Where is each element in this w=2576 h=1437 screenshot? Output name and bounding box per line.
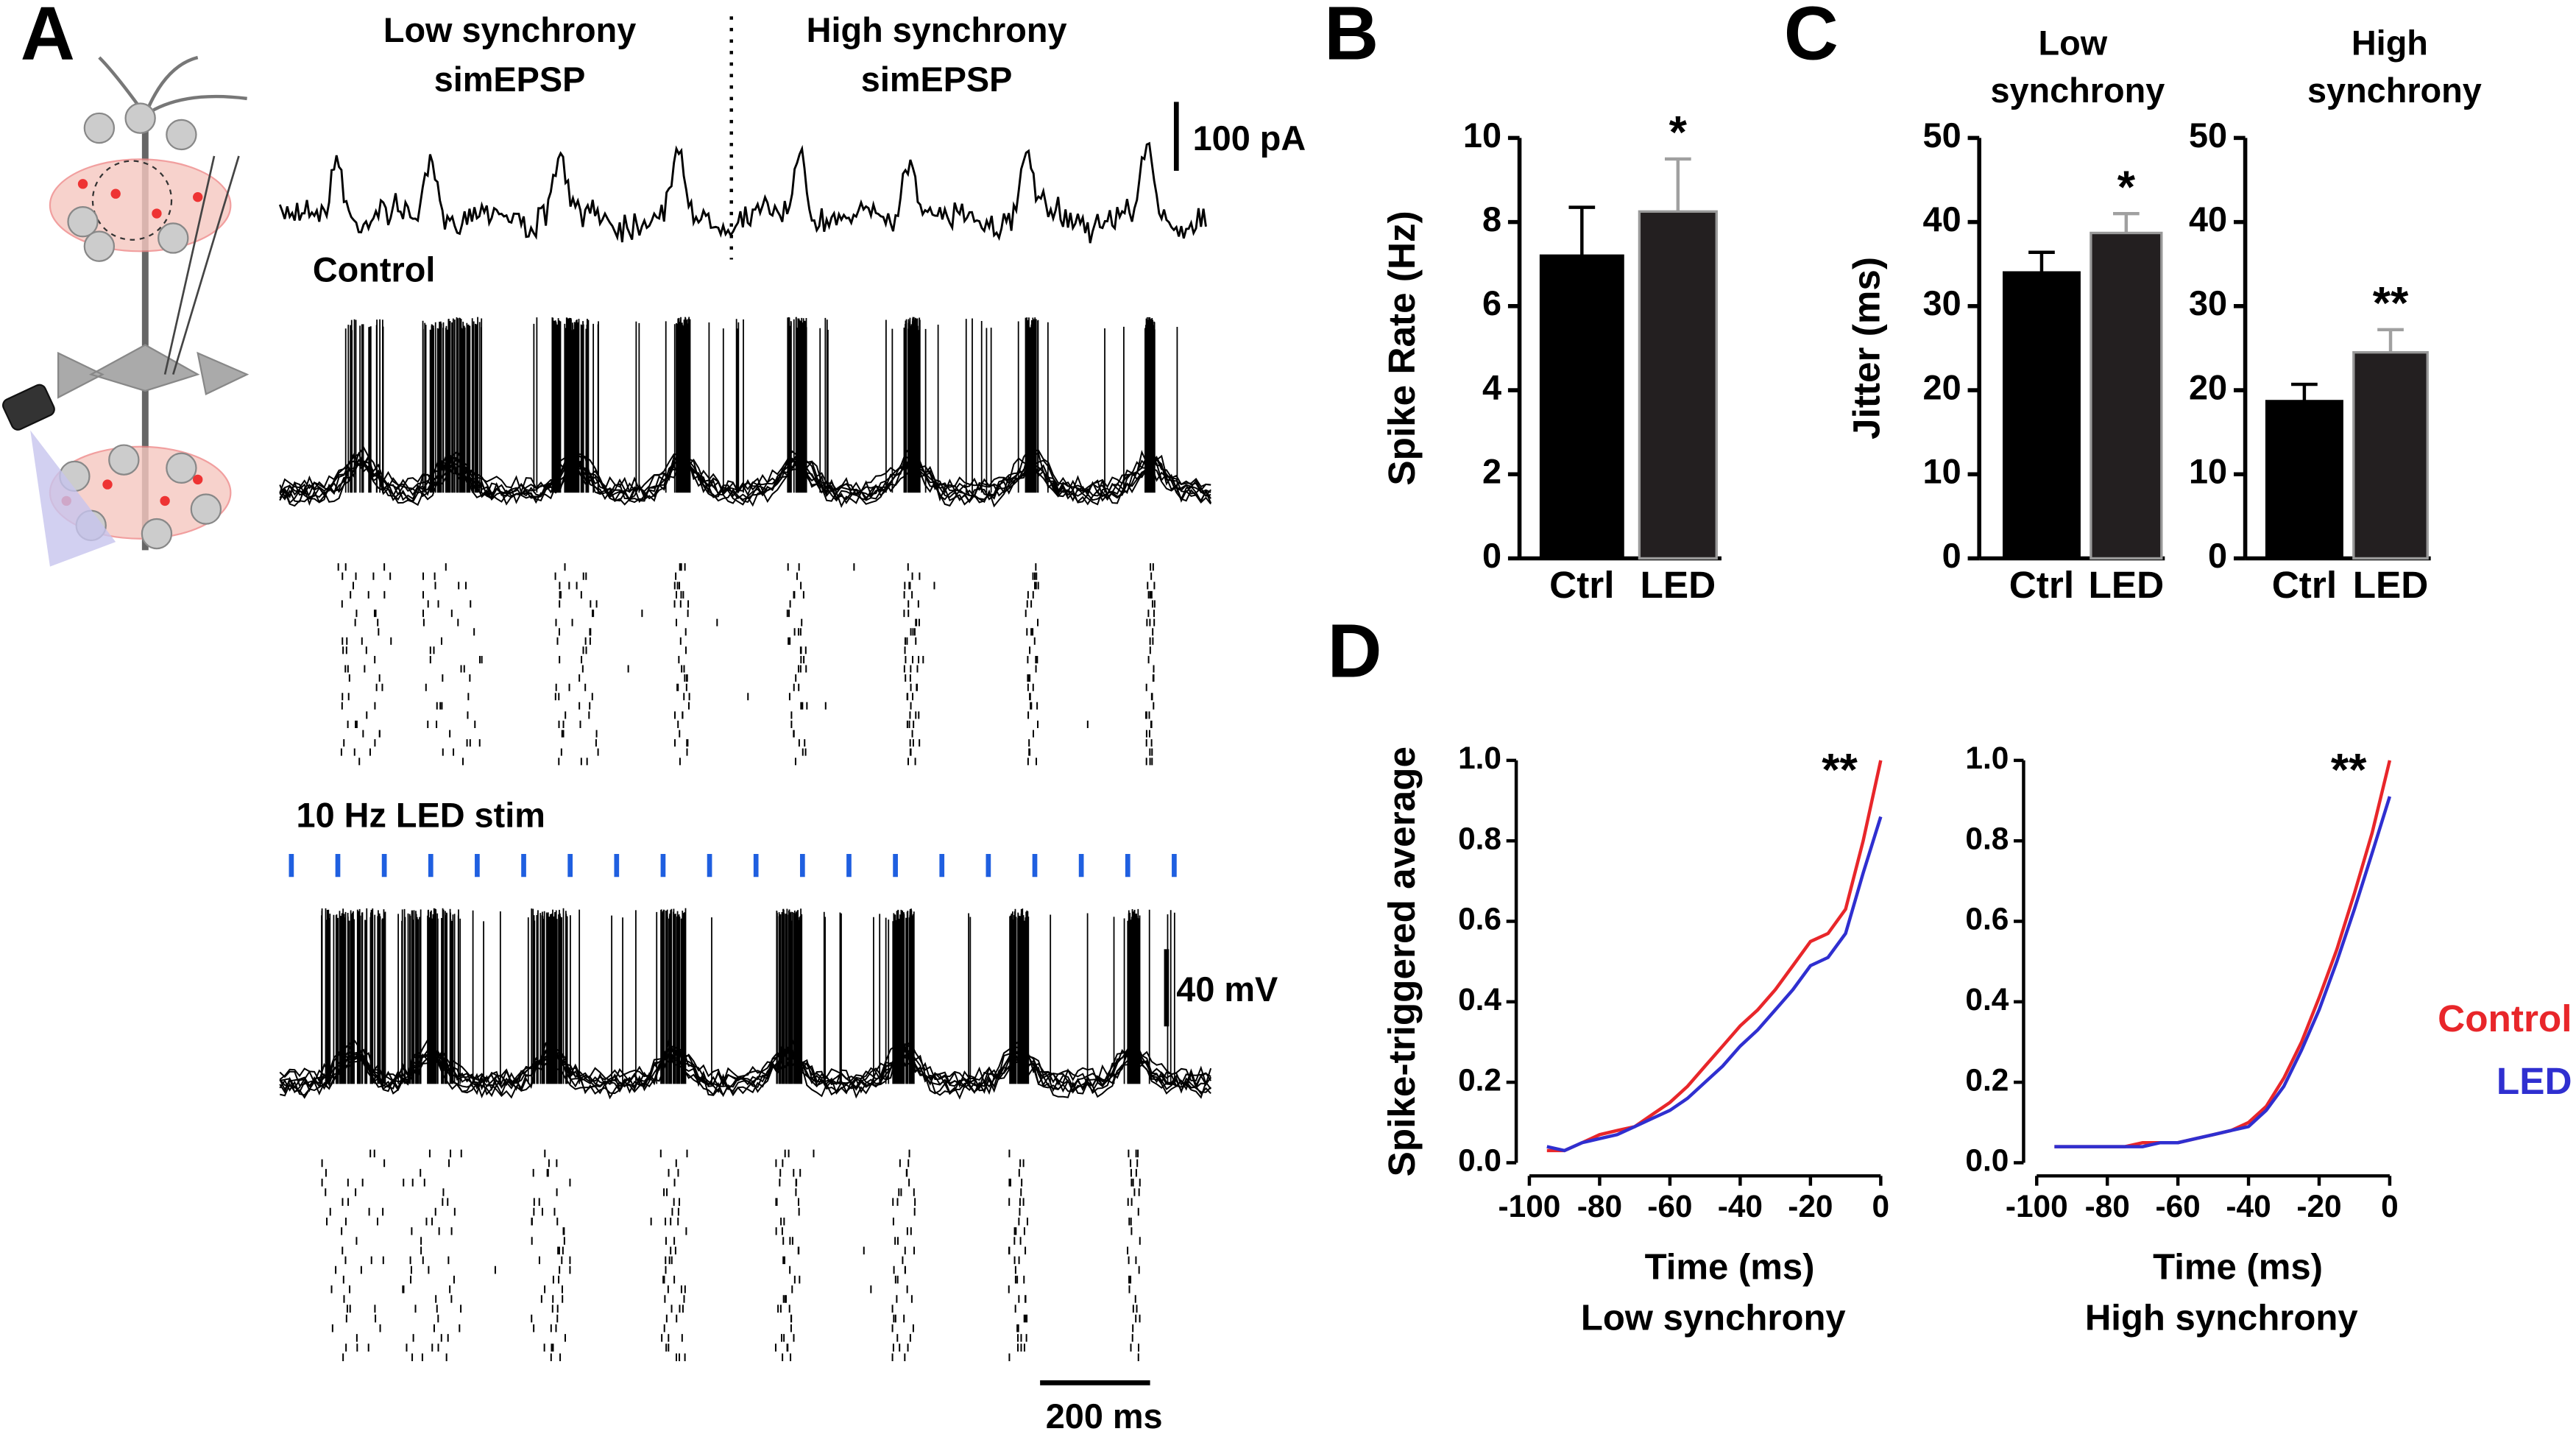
series-line bbox=[1546, 760, 1883, 1153]
x-tick-label: -40 bbox=[2226, 1189, 2271, 1224]
scale-label: 200 ms bbox=[1046, 1397, 1163, 1436]
y-tick-label: 10 bbox=[2189, 453, 2227, 491]
x-tick-label: -40 bbox=[1718, 1189, 1763, 1224]
scale-label: 40 mV bbox=[1176, 970, 1278, 1009]
led-pulses bbox=[289, 854, 1177, 878]
x-tick-label: 0 bbox=[1872, 1189, 1890, 1224]
y-tick-label: 0 bbox=[1942, 537, 1961, 575]
condition-label: simEPSP bbox=[434, 60, 586, 99]
y-axis-label: Spike Rate (Hz) bbox=[1381, 211, 1423, 485]
chart-title: High synchrony bbox=[2298, 24, 2482, 110]
y-tick-label: 0.8 bbox=[1965, 821, 2009, 855]
chart-title: Low synchrony bbox=[1981, 24, 2165, 110]
recordings bbox=[278, 141, 1212, 1361]
y-axis-label: Jitter (ms) bbox=[1845, 257, 1887, 439]
raster bbox=[321, 1149, 1141, 1361]
condition-label: simEPSP bbox=[861, 60, 1013, 99]
current-trace bbox=[278, 141, 1207, 244]
y-axis-label: Spike-triggered average bbox=[1381, 746, 1423, 1176]
y-tick-label: 0.0 bbox=[1458, 1143, 1501, 1178]
x-tick-label: -20 bbox=[1788, 1189, 1833, 1224]
trace-label: Control bbox=[313, 251, 435, 289]
x-tick-label: -80 bbox=[2085, 1189, 2130, 1224]
significance: ** bbox=[2373, 278, 2409, 329]
y-tick-label: 40 bbox=[1923, 200, 1961, 239]
scale-label: 100 pA bbox=[1193, 119, 1306, 158]
y-tick-label: 4 bbox=[1482, 368, 1501, 406]
y-tick-label: 30 bbox=[1923, 284, 1961, 322]
x-axis-label: Time (ms) bbox=[1645, 1247, 1815, 1287]
bar bbox=[2090, 231, 2163, 560]
y-tick-label: 6 bbox=[1482, 284, 1501, 322]
x-tick-label: LED bbox=[2089, 564, 2165, 606]
x-tick-label: -80 bbox=[1577, 1189, 1622, 1224]
schematic bbox=[2, 55, 250, 567]
condition-label: High synchrony bbox=[807, 11, 1067, 49]
panel-letter: A bbox=[21, 0, 75, 76]
spikes bbox=[321, 908, 1175, 1084]
series-line bbox=[2054, 796, 2392, 1148]
bar bbox=[1539, 254, 1624, 560]
panel-letter: B bbox=[1324, 0, 1379, 76]
x-tick-label: -20 bbox=[2296, 1189, 2341, 1224]
y-tick-label: 0.0 bbox=[1965, 1143, 2009, 1178]
x-tick-label: Ctrl bbox=[2272, 564, 2337, 606]
y-tick-label: 10 bbox=[1463, 116, 1501, 155]
y-tick-label: 2 bbox=[1482, 453, 1501, 491]
x-tick-label: LED bbox=[2353, 564, 2429, 606]
chart-subtitle: Low synchrony bbox=[1581, 1299, 1847, 1338]
y-tick-label: 50 bbox=[1923, 116, 1961, 155]
panel-letter: C bbox=[1784, 0, 1839, 76]
bar bbox=[2352, 350, 2429, 560]
y-tick-label: 1.0 bbox=[1458, 741, 1501, 775]
significance: ** bbox=[2331, 744, 2367, 796]
y-tick-label: 0.2 bbox=[1965, 1062, 2009, 1097]
x-axis-label: Time (ms) bbox=[2153, 1247, 2323, 1287]
x-tick-label: Ctrl bbox=[2009, 564, 2074, 606]
x-tick-label: 0 bbox=[2381, 1189, 2399, 1224]
significance: ** bbox=[1822, 744, 1858, 796]
y-tick-label: 0.2 bbox=[1458, 1062, 1501, 1097]
y-tick-label: 50 bbox=[2189, 116, 2227, 155]
trace-label: 10 Hz LED stim bbox=[297, 796, 545, 834]
y-tick-label: 0 bbox=[1482, 537, 1501, 575]
y-tick-label: 0.6 bbox=[1965, 902, 2009, 936]
x-tick-label: -100 bbox=[2006, 1189, 2068, 1224]
y-tick-label: 10 bbox=[1923, 453, 1961, 491]
x-tick-label: Ctrl bbox=[1549, 564, 1614, 606]
bar bbox=[2002, 271, 2081, 560]
panel-letter: D bbox=[1328, 608, 1382, 693]
y-tick-label: 40 bbox=[2189, 200, 2227, 239]
y-tick-label: 8 bbox=[1482, 200, 1501, 239]
spikes bbox=[344, 317, 1178, 493]
y-tick-label: 1.0 bbox=[1965, 741, 2009, 775]
legend-entry: LED bbox=[2497, 1060, 2572, 1102]
x-tick-label: -60 bbox=[2155, 1189, 2200, 1224]
y-tick-label: 20 bbox=[1923, 368, 1961, 406]
y-tick-label: 20 bbox=[2189, 368, 2227, 406]
x-tick-label: LED bbox=[1641, 564, 1716, 606]
chart-subtitle: High synchrony bbox=[2085, 1299, 2358, 1338]
condition-label: Low synchrony bbox=[383, 11, 636, 49]
series-line bbox=[1546, 816, 1883, 1153]
y-tick-label: 0.6 bbox=[1458, 902, 1501, 936]
y-tick-label: 30 bbox=[2189, 284, 2227, 322]
y-tick-label: 0.4 bbox=[1965, 982, 2009, 1017]
significance: * bbox=[2117, 161, 2136, 213]
significance: * bbox=[1669, 107, 1688, 158]
y-tick-label: 0.8 bbox=[1458, 821, 1501, 855]
y-tick-label: 0.4 bbox=[1458, 982, 1501, 1017]
y-tick-label: 0 bbox=[2208, 537, 2227, 575]
x-tick-label: -100 bbox=[1498, 1189, 1561, 1224]
raster bbox=[337, 563, 1156, 766]
bar bbox=[1638, 210, 1718, 560]
x-tick-label: -60 bbox=[1647, 1189, 1692, 1224]
bar bbox=[2265, 400, 2343, 560]
legend-entry: Control bbox=[2438, 998, 2572, 1039]
